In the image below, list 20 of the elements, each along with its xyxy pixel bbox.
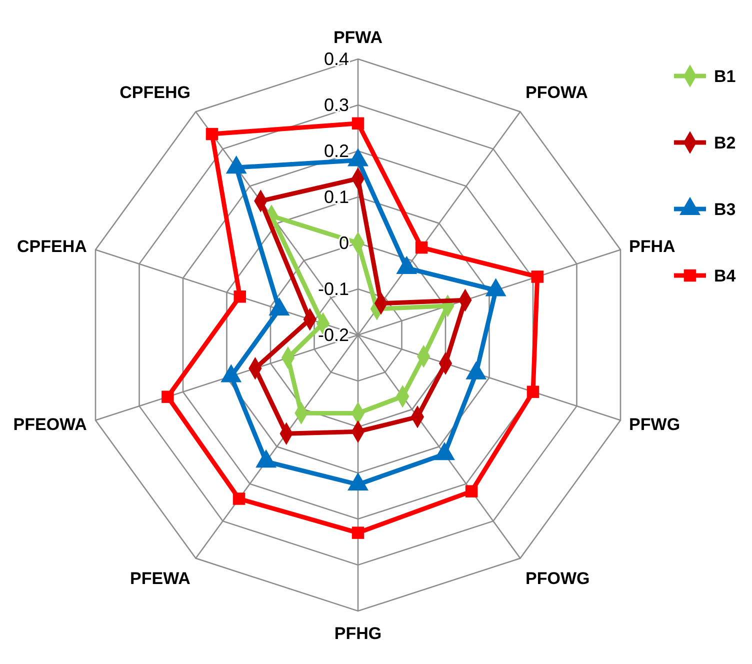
legend-label: B2 (714, 134, 736, 152)
y-tick-label: -0.1 (318, 279, 349, 299)
legend-label: B3 (714, 200, 736, 219)
legend-label: B4 (714, 266, 736, 286)
spoke-label: PFWA (333, 28, 383, 47)
spoke-label: PFOWA (526, 83, 588, 102)
legend-label: B1 (714, 67, 736, 86)
spoke-label: CPFEHG (120, 83, 190, 102)
spoke-label: PFEOWA (13, 414, 87, 434)
spoke-label: PFEWA (130, 568, 190, 588)
spoke-label: PFWG (629, 414, 680, 434)
y-tick-label: -0.2 (318, 325, 349, 345)
spoke-label: PFOWG (526, 568, 590, 588)
y-tick-label: 0.4 (324, 49, 349, 69)
spoke-label: PFHG (334, 624, 382, 643)
y-tick-label: 0.1 (324, 187, 349, 207)
y-tick-label: 0.2 (324, 141, 349, 161)
y-tick-label: 0.3 (324, 95, 349, 115)
spoke-label: CPFEHA (17, 237, 87, 256)
spoke-label: PFHA (629, 237, 676, 256)
